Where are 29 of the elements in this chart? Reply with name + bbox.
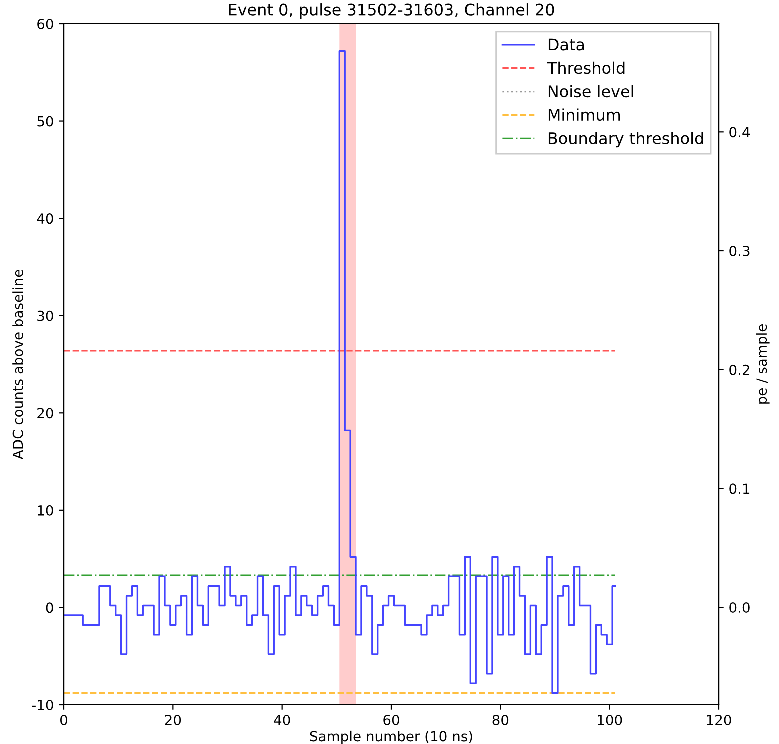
x-tick-label: 0: [60, 714, 68, 726]
x-tick-label: 120: [707, 714, 732, 726]
x-tick-label: 40: [274, 714, 290, 726]
y-tick-label: 20: [38, 408, 54, 419]
text: Noise level: [548, 85, 634, 98]
y2-tick-label: 0.2: [730, 364, 750, 376]
x-tick-label: 80: [492, 714, 509, 726]
legend-label: Minimum: [548, 108, 620, 122]
y-tick-label: 60: [38, 18, 54, 30]
y2-tick-label: 0.1: [730, 484, 750, 494]
y-tick-label: 50: [38, 116, 54, 127]
y-tick-label: 40: [37, 214, 54, 224]
y2-tick-label: 0.0: [730, 602, 750, 614]
x-tick-label: 20: [165, 714, 182, 726]
legend-label: Threshold: [547, 62, 625, 74]
legend-label: Boundary threshold: [548, 132, 704, 148]
chart-title: Event 0, pulse 31502-31603, Channel 20: [229, 4, 554, 19]
y2-tick-label: 0.4: [730, 127, 750, 138]
y-tick-label: 10: [38, 505, 54, 516]
y-tick-label: -10: [32, 700, 54, 710]
legend-label: Data: [548, 38, 584, 51]
x-tick-label: 100: [598, 714, 622, 726]
y-axis-title: ADC counts above baseline: [12, 270, 24, 460]
y2-axis-title: pe / sample: [756, 324, 770, 404]
y-tick-label: 30: [38, 310, 54, 322]
y2-tick-label: 0.3: [730, 246, 750, 256]
y-tick-label: 0: [46, 602, 54, 614]
x-axis-title: Sample number (10 ns): [310, 730, 472, 744]
x-tick-label: 60: [384, 714, 400, 726]
